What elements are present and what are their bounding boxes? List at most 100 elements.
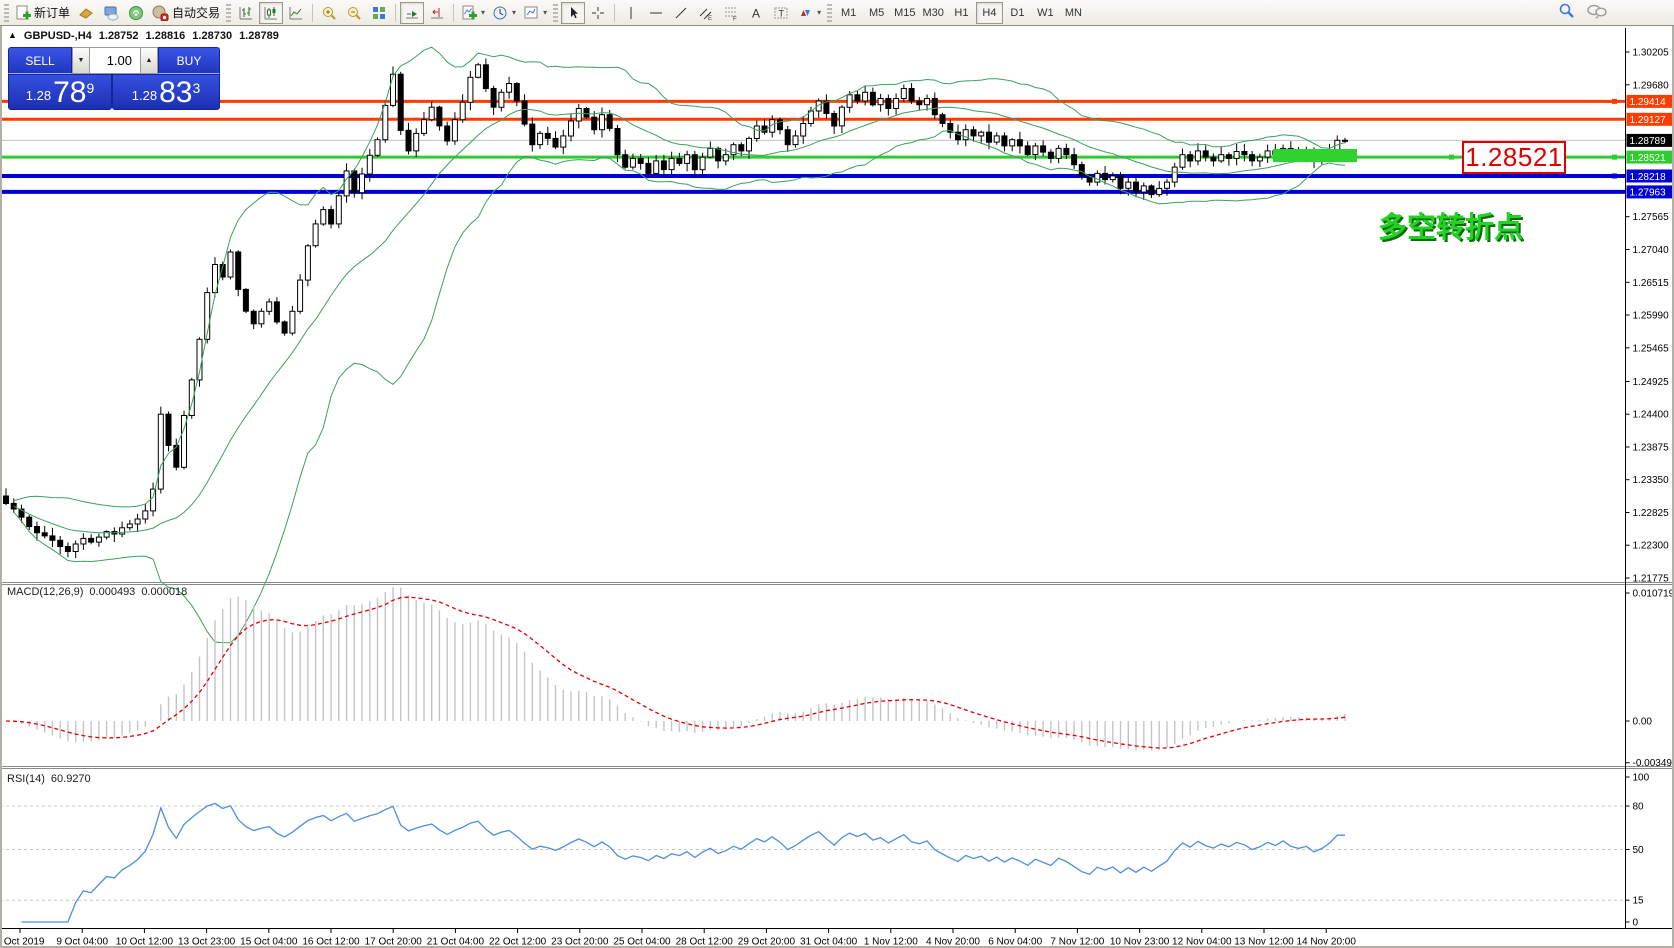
rsi-label: RSI(14) 60.9270	[7, 773, 91, 785]
time-tick-label: 29 Oct 20:00	[738, 937, 796, 948]
auto-trading-button[interactable]: 自动交易	[149, 2, 223, 24]
candle-body	[64, 546, 71, 552]
timeframe-m5-button[interactable]: M5	[863, 2, 890, 24]
axis-price-label: 1.28218	[1630, 172, 1667, 183]
ohlc-open: 1.28752	[98, 30, 139, 42]
rsi-tick-label: 50	[1633, 845, 1645, 856]
svg-text:T: T	[779, 8, 785, 18]
timeframe-m30-button[interactable]: M30	[920, 2, 947, 24]
toolbar-grip[interactable]	[553, 3, 559, 22]
line-handle[interactable]	[1612, 173, 1617, 179]
candle-body	[374, 139, 381, 156]
ohlc-close: 1.28789	[239, 30, 279, 42]
candle-body	[219, 264, 226, 278]
tile-windows-button[interactable]	[367, 2, 391, 24]
cursor-button[interactable]	[561, 1, 586, 24]
chart-canvas: 1.30205 1.29680 1.27565 1.27040 1.26515 1.259…	[0, 28, 1674, 948]
window-border-bottom	[0, 946, 1674, 948]
signals-button[interactable]	[124, 2, 148, 24]
crosshair-button[interactable]	[586, 2, 610, 24]
text-label-button[interactable]: T	[769, 2, 793, 24]
templates-button[interactable]: ▾	[520, 2, 550, 24]
line-handle[interactable]	[1612, 98, 1617, 104]
sell-button[interactable]: SELL	[8, 47, 72, 74]
toolbar-grip[interactable]	[827, 3, 833, 22]
macd-signal-line	[5, 596, 1346, 749]
timeframe-h4-button[interactable]: H4	[975, 1, 1003, 24]
candle-body	[1117, 175, 1124, 189]
candle-body	[467, 76, 474, 103]
collapse-panel-icon[interactable]: ▲	[8, 30, 17, 40]
zoom-out-button[interactable]	[342, 2, 366, 24]
periods-button[interactable]: ▾	[489, 2, 519, 24]
price-tick-label: 1.22825	[1633, 508, 1670, 519]
market-book-button[interactable]	[74, 2, 98, 24]
ohlc-high: 1.28816	[145, 30, 186, 42]
trendline-button[interactable]	[669, 2, 693, 24]
auto-scroll-icon	[406, 10, 419, 18]
candle-body	[1125, 181, 1132, 189]
time-axis[interactable]: 7 Oct 2019 9 Oct 04:00 10 Oct 12:00 13 Oct …	[0, 928, 1356, 948]
volume-decrease-button[interactable]: ▼	[72, 47, 90, 74]
clock-icon	[493, 6, 507, 19]
horizontal-line-button[interactable]	[644, 2, 668, 24]
candle-body	[242, 288, 249, 312]
arrows-button[interactable]: ▾	[794, 2, 824, 24]
zoom-in-button[interactable]	[317, 2, 341, 24]
candle-body	[622, 154, 629, 168]
buy-price[interactable]: 1.28 83 3	[112, 74, 220, 110]
timeframe-h1-button[interactable]: H1	[948, 2, 975, 24]
timeframe-m15-button[interactable]: M15	[891, 2, 918, 24]
candle-body	[204, 292, 211, 340]
line-handle[interactable]	[1612, 154, 1617, 160]
text-button[interactable]: A	[744, 2, 768, 24]
candle-body	[212, 264, 218, 294]
axis-price-label: 1.27963	[1630, 188, 1667, 199]
equidistant-channel-button[interactable]: E	[694, 2, 718, 24]
timeframe-w1-button[interactable]: W1	[1032, 2, 1059, 24]
candle-body	[10, 502, 17, 510]
chat-icon[interactable]	[1586, 2, 1608, 20]
timeframe-m1-button[interactable]: M1	[835, 2, 862, 24]
chart-title: ▲ GBPUSD-,H4 1.28752 1.28816 1.28730 1.2…	[8, 30, 279, 42]
line-chart-button[interactable]	[284, 2, 308, 24]
candle-body	[568, 120, 574, 137]
price-tag-1.28521[interactable]: 1.28521	[1462, 141, 1566, 174]
vertical-line-button[interactable]	[619, 2, 643, 24]
new-order-button[interactable]: 新订单	[12, 2, 73, 24]
dropdown-caret-icon: ▾	[543, 8, 548, 17]
auto-scroll-button[interactable]	[400, 1, 425, 24]
timeframe-mn-button[interactable]: MN	[1060, 2, 1087, 24]
toolbar-grip[interactable]	[226, 3, 232, 22]
candle-body	[273, 301, 280, 323]
highlight-rectangle[interactable]	[1273, 149, 1357, 163]
candle-body	[405, 129, 412, 152]
community-button[interactable]	[99, 2, 123, 24]
candle-body	[297, 279, 304, 312]
annotation-text[interactable]: 多空转折点	[1378, 212, 1524, 244]
window-border-right	[1672, 0, 1674, 948]
horizontal-line-icon	[650, 12, 663, 13]
time-tick-label: 31 Oct 04:00	[800, 937, 858, 948]
volume-increase-button[interactable]: ▲	[140, 47, 158, 74]
timeframe-d1-button[interactable]: D1	[1004, 2, 1031, 24]
bar-chart-button[interactable]	[234, 2, 258, 24]
chart-shift-button[interactable]	[425, 2, 449, 24]
time-tick-label: 6 Nov 04:00	[988, 937, 1042, 948]
fibonacci-button[interactable]: F	[719, 2, 743, 24]
candlestick-chart-button[interactable]	[259, 1, 284, 24]
tile-windows-icon	[373, 6, 386, 19]
volume-input[interactable]: 1.00	[90, 47, 140, 74]
buy-button[interactable]: BUY	[158, 47, 220, 74]
line-handle[interactable]	[1449, 154, 1454, 160]
sell-price[interactable]: 1.28 78 9	[8, 74, 113, 110]
time-tick-label: 10 Nov 23:00	[1110, 937, 1170, 948]
toolbar-grip[interactable]	[4, 3, 9, 22]
candle-body	[34, 526, 40, 534]
candle-body	[498, 91, 505, 108]
search-icon[interactable]	[1558, 2, 1576, 20]
indicators-button[interactable]: ▾	[458, 2, 488, 24]
candle-body	[1016, 139, 1023, 147]
candle-body	[885, 98, 892, 109]
candle-body	[1171, 166, 1178, 183]
